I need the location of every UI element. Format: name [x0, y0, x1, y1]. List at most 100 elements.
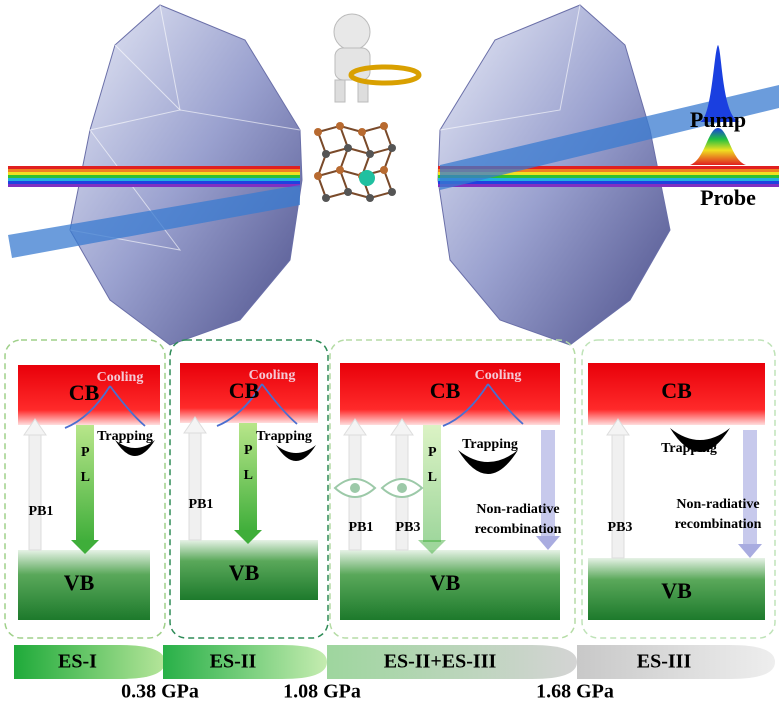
bleach-label: PB3 [396, 520, 421, 535]
nonradiative-arrow [743, 430, 757, 545]
vb-label: VB [430, 570, 461, 595]
cooling-arrow [64, 385, 146, 429]
trap-state [670, 428, 730, 452]
cb-label: CB [430, 378, 461, 403]
conduction-band [180, 363, 318, 423]
valence-band [18, 550, 150, 620]
stage-segment [163, 645, 327, 679]
atom [366, 150, 374, 158]
pl-label: PL [425, 445, 440, 495]
beam-stripe [438, 166, 779, 169]
bleach-label: PB1 [29, 504, 54, 519]
figure [333, 13, 422, 103]
stage-segment [577, 645, 775, 679]
atom [314, 172, 322, 180]
beam-stripe [8, 166, 300, 169]
cooling-label: Cooling [97, 370, 144, 385]
atom [314, 128, 322, 136]
atom [388, 144, 396, 152]
stage-label: ES-II [210, 651, 257, 673]
bleach-arrow [611, 432, 625, 559]
atom [322, 150, 330, 158]
pl-arrowhead [234, 530, 262, 544]
panel-frame [169, 339, 329, 639]
panel: PB1 PL Cooling Trapping CB VB [4, 339, 166, 639]
cooling-arrow [442, 383, 524, 427]
conduction-band [588, 363, 765, 425]
atom [380, 166, 388, 174]
beam-stripe [438, 169, 779, 172]
trapping-label: Trapping [661, 441, 717, 456]
panel-frame [4, 339, 166, 639]
nonradiative-label: Non-radiative [476, 502, 559, 517]
trap-state [276, 445, 316, 461]
pressure-label: 0.38 GPa [121, 681, 199, 703]
pl-arrow [423, 425, 441, 542]
panels: PB1 PL Cooling Trapping CB VB PB1 PL Cooling Trap… [4, 339, 776, 639]
nonradiative-label: recombination [475, 522, 562, 537]
cb-label: CB [229, 378, 260, 403]
beam-stripe [8, 169, 300, 172]
probe-beam [8, 166, 779, 187]
beam-stripe [8, 175, 300, 178]
nonradiative-arrow [541, 430, 555, 537]
bleach-label: PB1 [349, 520, 374, 535]
nonradiative-arrowhead [536, 536, 560, 550]
vb-label: VB [661, 578, 692, 603]
beam-stripe [438, 178, 779, 181]
trapping-label: Trapping [256, 429, 312, 444]
probe-label: Probe [700, 185, 756, 210]
conduction-band [340, 363, 560, 425]
pump-beam [440, 85, 779, 190]
vb-label: VB [229, 560, 260, 585]
eye-pupil [397, 483, 407, 493]
cooling-arrow [216, 383, 298, 427]
pl-arrowhead [71, 540, 99, 554]
beam-stripe [438, 175, 779, 178]
bleach-arrowhead [343, 418, 367, 436]
eye-pupil [350, 483, 360, 493]
atom [322, 194, 330, 202]
atom [388, 188, 396, 196]
bleach-arrow [28, 432, 42, 551]
valence-band [180, 540, 318, 600]
atom [344, 188, 352, 196]
atom [344, 144, 352, 152]
conduction-band [18, 365, 160, 425]
vb-label: VB [64, 570, 95, 595]
cb-label: CB [69, 380, 100, 405]
pl-arrowhead [418, 540, 446, 554]
stage-segment [327, 645, 577, 679]
nonradiative-arrowhead [738, 544, 762, 558]
cooling-label: Cooling [249, 368, 296, 383]
beam-stripe [8, 172, 300, 175]
valence-band [588, 558, 765, 620]
atom [366, 194, 374, 202]
pump-pulse [700, 45, 740, 122]
atom [358, 128, 366, 136]
beam-stripe [8, 181, 300, 184]
stage-label: ES-II+ES-III [384, 651, 497, 673]
atom [380, 122, 388, 130]
bleach-arrowhead [23, 418, 47, 436]
stage-label: ES-I [58, 651, 97, 673]
panel: PB1 PL Cooling Trapping CB VB [169, 339, 329, 639]
trapping-label: Trapping [462, 437, 518, 452]
pl-label: PL [241, 443, 256, 493]
pressure-label: 1.68 GPa [536, 681, 614, 703]
cb-label: CB [661, 378, 692, 403]
beam-stripe [438, 184, 779, 187]
panel-frame [581, 339, 776, 639]
probe-spectrum [690, 128, 746, 165]
trapping-label: Trapping [97, 429, 153, 444]
pump-label: Pump [690, 107, 746, 132]
cooling-label: Cooling [475, 368, 522, 383]
pump-beam [8, 185, 300, 258]
atom [336, 122, 344, 130]
trap-state [115, 440, 155, 456]
stage-bar: ES-I ES-II ES-II+ES-III ES-III 0.38 GPa 1.08 … [14, 645, 775, 703]
pl-arrow [239, 423, 257, 532]
bleach-arrowhead [183, 416, 207, 434]
pl-label: PL [78, 445, 93, 495]
